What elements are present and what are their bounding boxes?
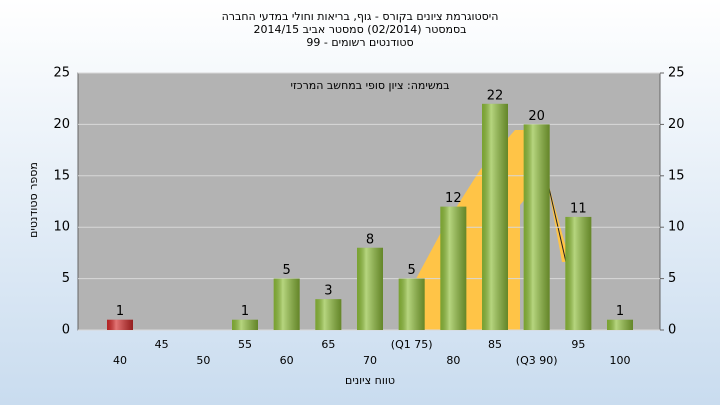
chart-subtitle: סטודנטים רשומים - 99 <box>306 36 413 49</box>
y2-tick-label: 10 <box>668 220 685 235</box>
y2-tick-label: 0 <box>668 323 676 338</box>
bar-shade <box>232 319 258 330</box>
y-axis-label: מספר סטודנטים <box>27 162 40 238</box>
x-tick-label: 50 <box>196 354 210 367</box>
y-tick-label: 10 <box>53 220 70 235</box>
x-tick-label: 70 <box>363 354 377 367</box>
bar-shade <box>273 278 300 330</box>
chart-title: היסטוגרמת ציונים בקורס - גוף, בריאות וחו… <box>222 10 499 23</box>
chart-subtitle: בסמסטר (02/2014) סמסטר אביב 2014/15 <box>253 23 466 36</box>
bar-shade <box>398 278 425 330</box>
x-tick-label: 55 <box>238 338 252 351</box>
bar-shade <box>357 247 383 330</box>
data-label: 5 <box>408 263 416 278</box>
y-tick-label: 0 <box>62 323 70 338</box>
y-tick-label: 25 <box>53 66 70 81</box>
x-tick-label: 60 <box>280 354 294 367</box>
data-label: 8 <box>366 232 374 247</box>
data-label: 11 <box>570 201 587 216</box>
bar-shade <box>607 319 633 330</box>
bar-shade <box>315 299 342 330</box>
annotation: במשימה: ציון סופי במחשב המרכזי <box>290 79 449 92</box>
x-axis-label: טווח ציונים <box>345 374 395 387</box>
x-tick-label: 65 <box>321 338 335 351</box>
x-tick-label: 100 <box>610 354 631 367</box>
data-label: 3 <box>324 284 332 299</box>
data-label: 1 <box>241 304 249 319</box>
y2-tick-label: 20 <box>668 117 685 132</box>
bar-shade <box>107 319 133 330</box>
bar-shade <box>565 216 592 330</box>
y-tick-label: 20 <box>53 117 70 132</box>
x-tick-label: (Q3 90) <box>516 354 558 367</box>
y2-tick-label: 25 <box>668 66 685 81</box>
data-label: 5 <box>283 263 291 278</box>
x-tick-label: 85 <box>488 338 502 351</box>
bar-shade <box>440 206 467 330</box>
data-label: 1 <box>116 304 124 319</box>
x-tick-label: 80 <box>446 354 460 367</box>
bar-shade <box>523 124 550 331</box>
data-label: 22 <box>487 88 504 103</box>
x-tick-label: (Q1 75) <box>391 338 433 351</box>
x-tick-label: 95 <box>571 338 585 351</box>
y-tick-label: 5 <box>62 271 70 286</box>
y2-tick-label: 15 <box>668 168 685 183</box>
x-tick-label: 40 <box>113 354 127 367</box>
data-label: 20 <box>528 109 545 124</box>
x-tick-label: 45 <box>155 338 169 351</box>
y2-tick-label: 5 <box>668 271 676 286</box>
y-tick-label: 15 <box>53 168 70 183</box>
data-label: 12 <box>445 191 462 206</box>
bar-shade <box>482 103 508 330</box>
data-label: 1 <box>616 304 624 319</box>
